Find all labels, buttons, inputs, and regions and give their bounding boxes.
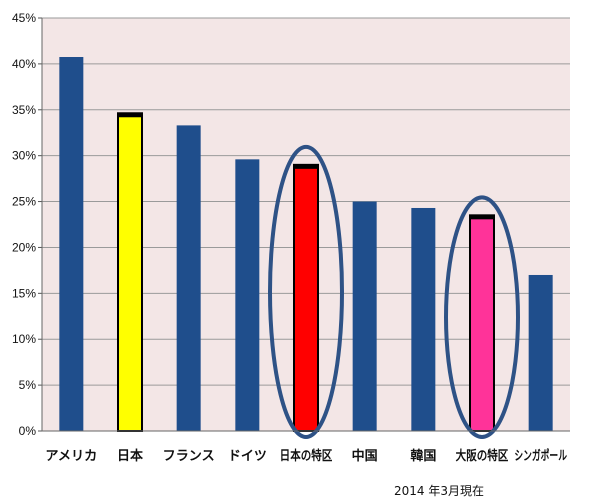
y-tick-label: 35%	[12, 103, 36, 117]
y-tick-label: 25%	[12, 195, 36, 209]
x-category-label: 韓国	[410, 448, 436, 464]
bar-8	[469, 214, 495, 432]
y-tick-label: 20%	[12, 240, 36, 254]
bar-5	[293, 163, 319, 432]
bar-3	[176, 125, 201, 431]
y-tick-label: 30%	[12, 149, 36, 163]
highlight-ellipses	[268, 144, 520, 439]
x-category-label: アメリカ	[45, 449, 97, 464]
bar-6	[352, 201, 377, 431]
bar-1	[59, 57, 84, 431]
y-tick-label: 15%	[12, 286, 36, 300]
y-tick-label: 5%	[19, 378, 37, 392]
highlight-ellipse	[444, 195, 520, 439]
bar-7	[411, 207, 436, 431]
x-category-label: ドイツ	[228, 449, 267, 464]
x-category-label: 中国	[352, 448, 378, 464]
y-tick-label: 10%	[12, 332, 36, 346]
x-category-label: フランス	[163, 449, 215, 464]
y-tick-label: 45%	[12, 11, 36, 25]
y-axis-ticks: 0% 5% 10% 15% 20% 25% 30% 35% 40% 45%	[12, 11, 42, 438]
bar-cap	[294, 164, 318, 169]
date-note: 2014 年3月現在	[394, 484, 484, 498]
y-tick-label: 40%	[12, 57, 36, 71]
x-category-label: 大阪の特区	[456, 448, 509, 464]
x-category-label: 日本	[117, 448, 143, 464]
bar-cap	[470, 215, 494, 220]
bars	[59, 57, 553, 433]
bar-cap	[118, 113, 142, 118]
y-tick-label: 0%	[19, 424, 37, 438]
x-category-label: シンガポール	[514, 448, 567, 464]
bar-9	[528, 274, 553, 431]
x-category-label: 日本の特区	[280, 448, 333, 464]
highlight-ellipse	[268, 144, 344, 439]
bar-4	[235, 159, 260, 432]
bar-2	[117, 112, 143, 433]
